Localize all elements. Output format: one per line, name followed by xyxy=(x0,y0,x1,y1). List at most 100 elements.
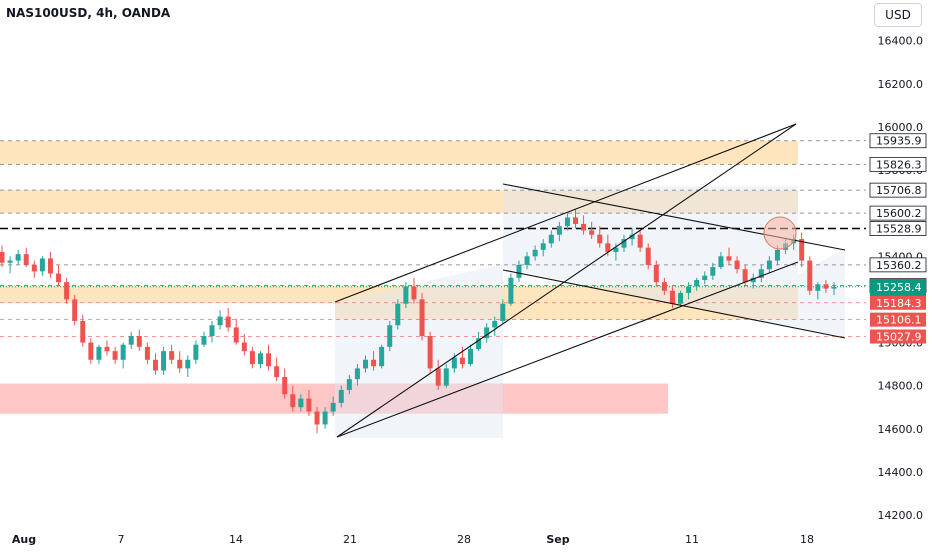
candle-body-20 xyxy=(161,351,167,371)
currency-button[interactable]: USD xyxy=(874,3,922,27)
level-badge-9 xyxy=(870,295,926,310)
candle-body-32 xyxy=(257,353,263,365)
candle-body-68 xyxy=(548,234,554,244)
y-tick-label-2: 14600.0 xyxy=(878,423,924,436)
candle-body-51 xyxy=(411,286,417,300)
candle-body-79 xyxy=(637,234,643,248)
candle-body-16 xyxy=(128,336,134,345)
y-tick-label-1: 14400.0 xyxy=(878,466,924,479)
level-label-9: 15184.3 xyxy=(876,297,922,310)
candle-body-75 xyxy=(605,243,611,252)
candle-body-96 xyxy=(774,249,780,261)
candle-body-89 xyxy=(718,256,724,268)
candle-body-41 xyxy=(330,402,336,412)
candle-body-93 xyxy=(750,277,756,283)
level-badge-0 xyxy=(869,133,927,149)
candle-body-70 xyxy=(564,217,570,227)
candle-body-21 xyxy=(169,351,175,360)
candle-body-0 xyxy=(0,251,5,263)
x-tick-label-1: 7 xyxy=(118,533,125,546)
level-label-5: 15360.2 xyxy=(876,259,922,272)
candle-body-91 xyxy=(734,260,740,270)
y-tick-label-11: 16400.0 xyxy=(878,35,924,48)
candle-body-87 xyxy=(702,275,708,280)
candle-body-3 xyxy=(23,254,29,265)
candle-body-4 xyxy=(31,264,37,272)
level-label-1: 15826.3 xyxy=(876,158,922,171)
level-badge-3 xyxy=(869,205,927,221)
candle-body-85 xyxy=(686,286,692,293)
y-tick-label-10: 16200.0 xyxy=(878,78,924,91)
candle-body-50 xyxy=(403,286,409,304)
candle-body-35 xyxy=(282,377,288,395)
candle-body-22 xyxy=(177,359,183,369)
candle-body-88 xyxy=(710,267,716,276)
candle-body-54 xyxy=(435,368,441,386)
level-label-4: 15528.9 xyxy=(876,222,922,235)
candle-body-56 xyxy=(451,357,457,369)
candle-body-10 xyxy=(80,320,86,343)
y-tick-label-3: 14800.0 xyxy=(878,380,924,393)
x-tick-label-0: Aug xyxy=(12,533,36,546)
candle-body-61 xyxy=(492,320,498,328)
candle-body-82 xyxy=(661,282,667,291)
candle-body-74 xyxy=(597,234,603,244)
level-badge-2 xyxy=(869,182,927,198)
last-price-label: 15258.4 xyxy=(876,281,922,294)
candles-layer xyxy=(0,208,837,434)
candle-body-92 xyxy=(742,269,748,283)
candle-body-34 xyxy=(274,366,280,378)
price-levels-layer xyxy=(0,140,866,337)
candle-body-49 xyxy=(395,303,401,326)
candle-body-31 xyxy=(249,351,255,365)
candle-body-45 xyxy=(362,359,368,369)
candle-body-71 xyxy=(573,217,579,224)
level-label-3: 15600.2 xyxy=(876,207,922,220)
candle-body-47 xyxy=(379,346,385,367)
level-label-2: 15706.8 xyxy=(876,184,922,197)
zone-2 xyxy=(0,285,798,303)
candle-body-43 xyxy=(346,379,352,390)
candle-body-76 xyxy=(613,247,619,252)
candle-body-90 xyxy=(726,256,732,261)
candle-body-73 xyxy=(589,230,595,235)
candle-body-28 xyxy=(225,316,231,328)
x-tick-label-6: 11 xyxy=(685,533,699,546)
candle-body-57 xyxy=(459,357,465,365)
candle-body-102 xyxy=(823,284,829,289)
candle-body-37 xyxy=(298,398,304,408)
y-tick-label-9: 16000.0 xyxy=(878,121,924,134)
candle-body-11 xyxy=(88,342,94,360)
candle-body-29 xyxy=(233,327,239,343)
x-tick-label-7: 18 xyxy=(800,533,814,546)
descending-channel-lower xyxy=(502,269,846,339)
candle-body-38 xyxy=(306,398,312,412)
candle-body-59 xyxy=(476,338,482,349)
candle-body-12 xyxy=(96,346,102,360)
candle-body-17 xyxy=(136,336,142,347)
highlight-circle xyxy=(763,216,797,250)
zone-0 xyxy=(0,140,798,165)
candle-body-14 xyxy=(112,351,118,360)
candle-body-78 xyxy=(629,234,635,240)
candle-body-66 xyxy=(532,249,538,257)
candle-body-77 xyxy=(621,239,627,248)
candle-body-42 xyxy=(338,389,344,403)
candle-body-23 xyxy=(185,359,191,369)
level-label-0: 15935.9 xyxy=(876,135,922,148)
candle-body-86 xyxy=(694,279,700,287)
candle-body-80 xyxy=(645,247,651,265)
zone-1 xyxy=(0,190,798,214)
candle-body-84 xyxy=(678,292,684,304)
candle-body-52 xyxy=(419,299,425,337)
x-tick-label-3: 21 xyxy=(343,533,357,546)
channels-layer xyxy=(335,186,845,438)
candle-body-94 xyxy=(758,269,764,278)
x-tick-label-4: 28 xyxy=(457,533,471,546)
candle-body-2 xyxy=(15,254,21,261)
candle-body-27 xyxy=(217,316,223,326)
x-tick-label-5: Sep xyxy=(546,533,569,546)
price-axis-bg xyxy=(868,0,932,550)
